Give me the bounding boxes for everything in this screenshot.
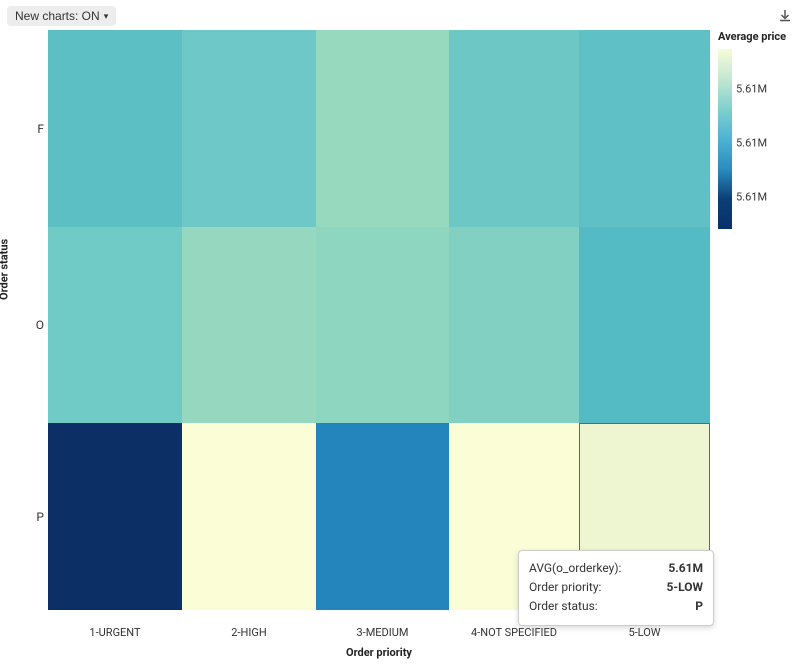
- heatmap-cell[interactable]: [182, 30, 316, 227]
- heatmap-cell[interactable]: [316, 30, 449, 227]
- x-axis-tick: 5-LOW: [628, 626, 660, 639]
- tooltip-label: Order priority:: [529, 578, 601, 597]
- heatmap-cell[interactable]: [48, 423, 182, 610]
- x-axis-title: Order priority: [48, 646, 710, 659]
- tooltip-label: AVG(o_orderkey):: [529, 559, 621, 578]
- tooltip-row: AVG(o_orderkey): 5.61M: [529, 559, 703, 578]
- tooltip-row: Order status: P: [529, 597, 703, 616]
- y-axis-tick: F: [28, 122, 44, 136]
- tooltip: AVG(o_orderkey): 5.61M Order priority: 5-LO…: [518, 550, 714, 626]
- tooltip-value: P: [695, 597, 703, 616]
- heatmap-cell[interactable]: [316, 423, 449, 610]
- legend-title: Average price: [718, 30, 796, 43]
- legend-tick: 5.61M: [736, 190, 767, 203]
- x-axis-tick: 4-NOT SPECIFIED: [471, 626, 557, 639]
- legend-tick: 5.61M: [736, 82, 767, 95]
- heatmap-cell[interactable]: [579, 227, 710, 423]
- heatmap-cell[interactable]: [182, 227, 316, 423]
- heatmap-cell[interactable]: [48, 30, 182, 227]
- charts-toggle-button[interactable]: New charts: ON ▾: [7, 6, 116, 26]
- tooltip-label: Order status:: [529, 597, 598, 616]
- tooltip-value: 5.61M: [668, 559, 703, 578]
- x-axis-tick: 1-URGENT: [89, 626, 140, 639]
- heatmap-cell[interactable]: [449, 30, 579, 227]
- heatmap-cell[interactable]: [48, 227, 182, 423]
- x-axis-tick: 2-HIGH: [231, 626, 266, 639]
- heatmap-cell[interactable]: [316, 227, 449, 423]
- heatmap-grid[interactable]: [48, 30, 710, 610]
- y-axis-title: Order status: [0, 239, 11, 300]
- legend-tick: 5.61M: [736, 136, 767, 149]
- color-legend: Average price 5.61M5.61M5.61M: [718, 30, 796, 229]
- legend-gradient: 5.61M5.61M5.61M: [718, 49, 732, 229]
- chevron-down-icon: ▾: [104, 11, 109, 22]
- tooltip-value: 5-LOW: [666, 578, 703, 597]
- heatmap-cell[interactable]: [182, 423, 316, 610]
- charts-toggle-label: New charts: ON: [15, 9, 100, 23]
- y-axis-tick: P: [28, 510, 44, 524]
- x-axis-tick: 3-MEDIUM: [356, 626, 408, 639]
- heatmap-cell[interactable]: [579, 30, 710, 227]
- chart-area: [48, 30, 710, 610]
- download-icon[interactable]: [777, 8, 793, 24]
- tooltip-row: Order priority: 5-LOW: [529, 578, 703, 597]
- y-axis-tick: O: [28, 318, 44, 332]
- heatmap-cell[interactable]: [449, 227, 579, 423]
